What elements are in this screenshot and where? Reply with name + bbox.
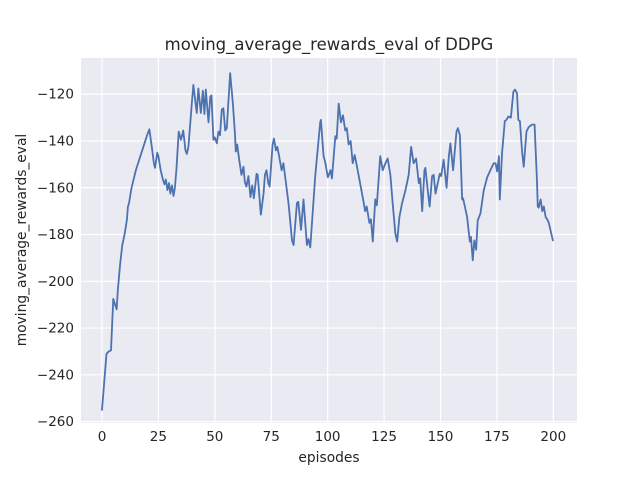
x-tick-label: 50 [206,429,223,445]
x-tick-label: 0 [98,429,107,445]
x-tick-label: 75 [263,429,280,445]
chart-title: moving_average_rewards_eval of DDPG [164,35,494,54]
axes-background [81,58,577,423]
x-tick-label: 100 [315,429,341,445]
x-tick-label: 25 [150,429,167,445]
x-tick-label: 150 [428,429,454,445]
y-tick-label: −220 [37,321,74,337]
y-tick-label: −200 [37,274,74,290]
y-tick-label: −180 [37,227,74,243]
x-axis-label: episodes [298,450,360,466]
y-tick-label: −160 [37,180,74,196]
y-tick-label: −120 [37,87,74,103]
x-tick-label: 125 [371,429,397,445]
y-tick-label: −260 [37,414,74,430]
y-axis-label: moving_average_rewards_eval [14,133,30,347]
y-tick-label: −240 [37,367,74,383]
data-line-moving_average_rewards_eval [101,72,554,411]
y-tick-label: −140 [37,134,74,150]
x-tick-label: 200 [540,429,566,445]
x-tick-label: 175 [484,429,510,445]
